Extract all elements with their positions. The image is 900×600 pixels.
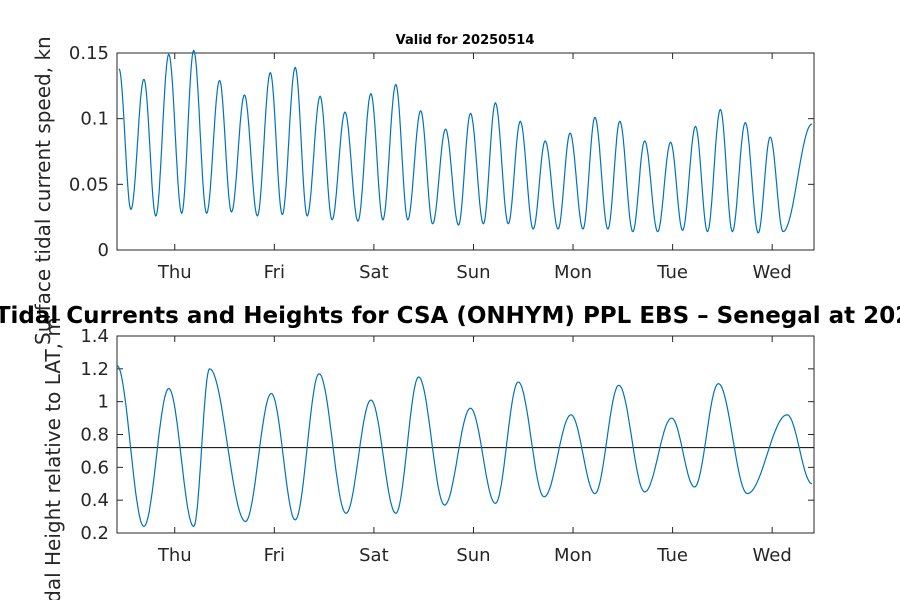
height-ytick-label: 1 [98,392,109,413]
height-ytick-label: 0.8 [80,425,109,446]
tidal-height-line [116,364,813,528]
current-ytick-label: 0.15 [69,43,109,64]
current-speed-line [118,49,813,234]
height-xtick-label: Fri [264,545,285,566]
height-xtick-label: Wed [753,545,792,566]
main-title: Tidal Currents and Heights for CSA (ONHY… [0,303,900,329]
height-ytick-label: 0.6 [80,457,109,478]
current-xtick-label: Sat [359,262,389,283]
current-ytick-label: 0 [98,240,109,261]
current-speed-chart: 0 0.05 0.1 0.15 Thu Fri Sat Sun Mon Tue Wed Valid… [69,33,815,283]
current-xtick-label: Fri [264,262,285,283]
current-xtick-label: Mon [554,262,592,283]
height-ytick-label: 1.2 [80,359,109,380]
current-xtick-label: Sun [456,262,490,283]
current-x-ticks: Thu Fri Sat Sun Mon Tue Wed [157,53,792,283]
height-y-axis-label: Tidal Height relative to LAT, m [41,317,65,600]
current-ytick-label: 0.05 [69,174,109,195]
height-xtick-label: Sun [456,545,490,566]
current-xtick-label: Thu [157,262,192,283]
current-xtick-label: Wed [753,262,792,283]
current-y-axis-label: Surface tidal current speed, kn [31,36,55,345]
current-xtick-label: Tue [656,262,688,283]
current-ytick-label: 0.1 [80,109,109,130]
height-x-ticks: Thu Fri Sat Sun Mon Tue Wed [157,336,792,566]
height-ytick-label: 0.2 [80,523,109,544]
height-ytick-label: 1.4 [80,326,109,347]
height-ytick-label: 0.4 [80,490,109,511]
height-xtick-label: Thu [157,545,192,566]
height-xtick-label: Tue [656,545,688,566]
height-xtick-label: Mon [554,545,592,566]
current-y-ticks: 0 0.05 0.1 0.15 [69,43,814,261]
height-plot-area [116,335,815,534]
height-y-ticks: 0.2 0.4 0.6 0.8 1 1.2 1.4 [80,326,814,544]
tidal-height-chart: 0.2 0.4 0.6 0.8 1 1.2 1.4 Thu Fri Sat Sun Mon Tue We… [80,326,815,566]
current-chart-title: Valid for 20250514 [396,33,535,48]
height-xtick-label: Sat [359,545,389,566]
